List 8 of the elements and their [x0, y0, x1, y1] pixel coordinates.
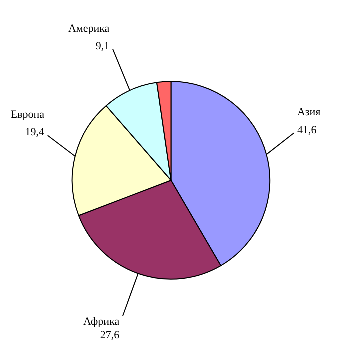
data-label: 19,4 — [25, 126, 45, 139]
slice-label: Америка — [68, 22, 110, 35]
slice-label: Европа — [10, 108, 45, 121]
data-label: 41,6 — [297, 124, 318, 136]
slice-label: Африка — [84, 316, 120, 328]
data-label: 27,6 — [100, 330, 120, 342]
slice-label: Азия — [297, 106, 321, 119]
data-label: 9,1 — [96, 40, 110, 52]
